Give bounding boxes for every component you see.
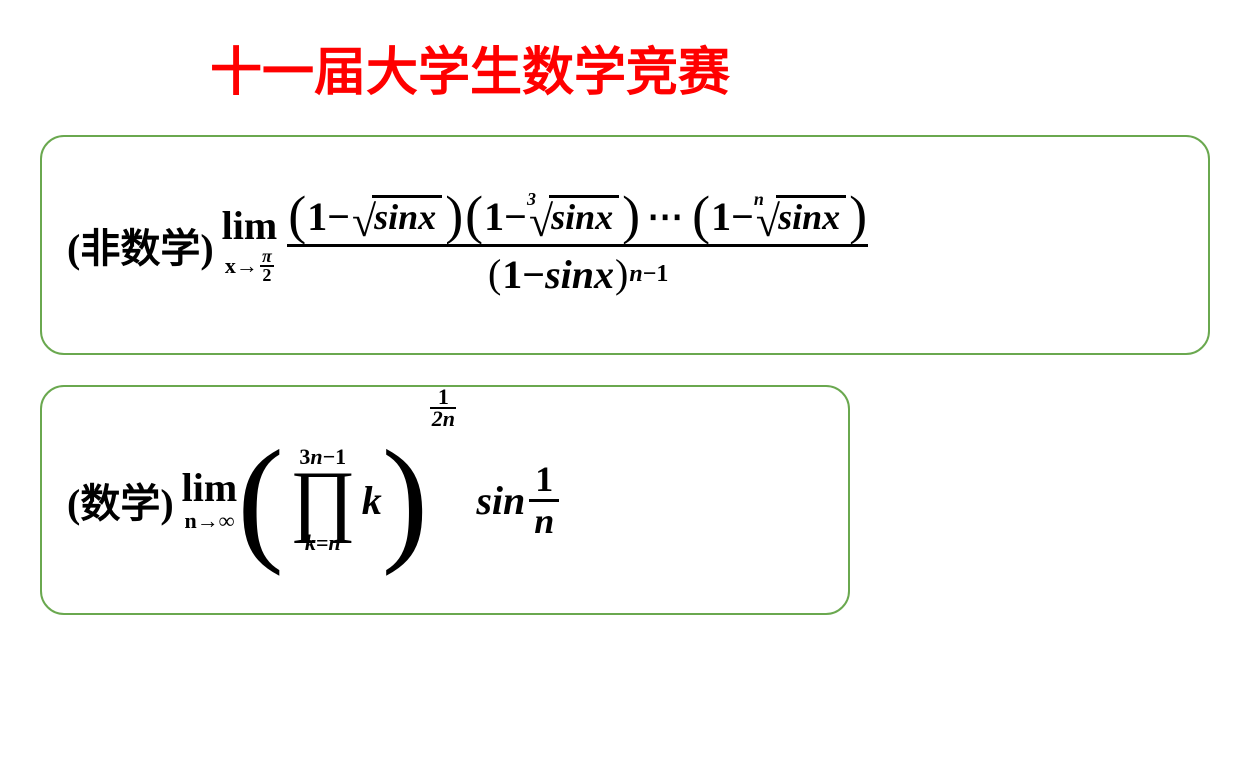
lim-target-frac: π 2	[260, 248, 274, 284]
sinx: sinx	[545, 251, 614, 298]
den-exponent: n−1	[629, 261, 668, 288]
problem-2-formula: (数学) lim n → ∞ ( 3n−1 ∏ k=n k ) 1	[67, 417, 823, 583]
root-index-3: 3	[527, 189, 536, 210]
exp-den: 2n	[432, 409, 455, 429]
lparen: (	[487, 258, 502, 290]
lim-arrow: →	[236, 255, 258, 277]
label-text: 非数学	[80, 226, 200, 271]
prod-lower: k=n	[305, 532, 341, 554]
label-open: (	[67, 226, 80, 271]
minus: −	[504, 193, 527, 240]
problem-box-2: (数学) lim n → ∞ ( 3n−1 ∏ k=n k ) 1	[40, 385, 850, 615]
rparen: )	[621, 194, 641, 237]
problem-1-formula: (非数学) lim x → π 2 ( 1	[67, 167, 1183, 323]
rparen: )	[614, 258, 629, 290]
lim-arrow: →	[197, 510, 219, 532]
ellipsis: ⋯	[641, 195, 691, 237]
radical-n: n √ sinx	[756, 195, 846, 238]
big-rparen: )	[382, 451, 429, 549]
sin-word: sin	[476, 477, 525, 524]
lim-var: x	[225, 255, 236, 277]
lparen: (	[691, 194, 711, 237]
one: 1	[484, 193, 504, 240]
lim-var: n	[184, 510, 196, 532]
outer-exponent: 1 2n	[430, 387, 456, 429]
one: 1	[307, 193, 327, 240]
exp-num: 1	[438, 387, 449, 407]
sin-arg-frac: 1 n	[529, 463, 559, 537]
lparen: (	[464, 194, 484, 237]
problem-2-label: (数学)	[67, 471, 174, 529]
lim-target-num: π	[262, 248, 272, 265]
one: 1	[711, 193, 731, 240]
minus: −	[731, 193, 754, 240]
big-lparen: (	[237, 451, 284, 549]
product-block: 3n−1 ∏ k=n	[290, 446, 356, 554]
prod-body: k	[362, 477, 382, 524]
product-icon: ∏	[290, 468, 356, 532]
main-fraction: ( 1 − √ sinx ) ( 1 − 3 √ sinx	[287, 193, 868, 298]
minus: −	[522, 251, 545, 298]
lim-word: lim	[222, 206, 278, 246]
lim-target: ∞	[219, 510, 235, 532]
label-close: )	[200, 226, 213, 271]
radical-2: √ sinx	[352, 195, 442, 238]
lim-word: lim	[182, 468, 238, 508]
label-close: )	[160, 481, 173, 526]
radicand: sinx	[549, 195, 619, 238]
minus: −	[327, 193, 350, 240]
problem-box-1: (非数学) lim x → π 2 ( 1	[40, 135, 1210, 355]
rparen: )	[848, 194, 868, 237]
rparen: )	[444, 194, 464, 237]
fraction-denominator: ( 1 − sinx ) n−1	[487, 251, 668, 298]
radical-3: 3 √ sinx	[529, 195, 619, 238]
sin-arg-den: n	[534, 505, 554, 537]
radicand: sinx	[776, 195, 846, 238]
label-open: (	[67, 481, 80, 526]
root-index-n: n	[754, 189, 764, 210]
label-text: 数学	[80, 481, 160, 526]
lim-sub: x → π 2	[225, 248, 274, 284]
sin-arg-num: 1	[535, 463, 553, 495]
lim-sub: n → ∞	[184, 510, 234, 532]
slide-page: 十一届大学生数学竞赛 (非数学) lim x → π 2	[0, 0, 1255, 784]
radicand: sinx	[372, 195, 442, 238]
limit-block: lim x → π 2	[222, 206, 278, 284]
limit-block-2: lim n → ∞	[182, 468, 238, 532]
problem-1-label: (非数学)	[67, 216, 214, 274]
lparen: (	[287, 194, 307, 237]
one: 1	[502, 251, 522, 298]
lim-target-den: 2	[262, 267, 271, 284]
fraction-numerator: ( 1 − √ sinx ) ( 1 − 3 √ sinx	[287, 193, 868, 240]
page-title: 十一届大学生数学竞赛	[40, 30, 1215, 105]
